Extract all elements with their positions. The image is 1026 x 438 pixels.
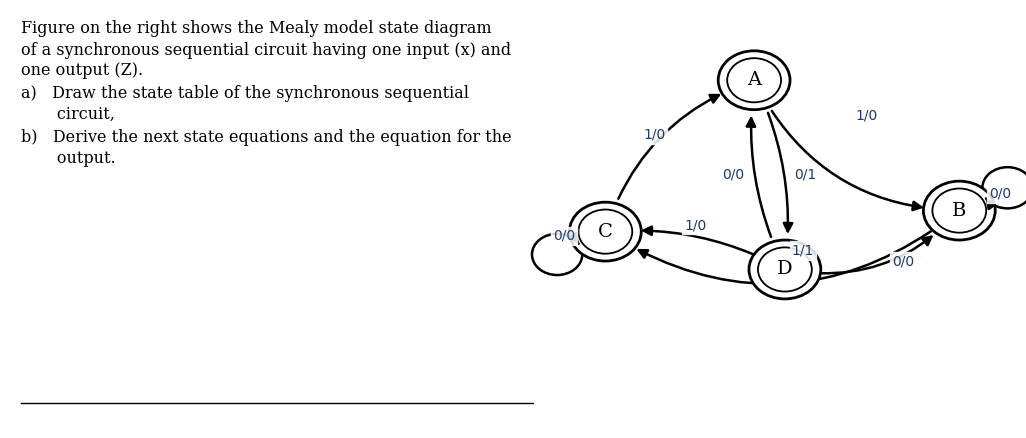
FancyArrowPatch shape	[643, 226, 753, 254]
Text: 0/0: 0/0	[989, 187, 1012, 201]
FancyArrowPatch shape	[619, 95, 719, 199]
Text: output.: output.	[22, 150, 116, 167]
Text: Figure on the right shows the Mealy model state diagram: Figure on the right shows the Mealy mode…	[22, 20, 491, 37]
Circle shape	[569, 202, 641, 261]
Text: 1/0: 1/0	[684, 218, 706, 232]
Text: one output (Z).: one output (Z).	[22, 62, 144, 79]
Text: a)   Draw the state table of the synchronous sequential: a) Draw the state table of the synchrono…	[22, 85, 469, 102]
Text: D: D	[777, 261, 793, 279]
Circle shape	[718, 51, 790, 110]
Text: circuit,: circuit,	[22, 106, 115, 123]
Text: 0/0: 0/0	[892, 254, 914, 268]
Text: 1/0: 1/0	[856, 109, 878, 123]
Circle shape	[923, 181, 995, 240]
Text: 0/1: 0/1	[794, 168, 817, 182]
Circle shape	[749, 240, 821, 299]
Text: C: C	[598, 223, 613, 240]
Text: 0/0: 0/0	[553, 229, 576, 243]
FancyArrowPatch shape	[639, 231, 931, 284]
Text: 1/1: 1/1	[792, 244, 814, 258]
FancyArrowPatch shape	[820, 237, 932, 273]
Text: A: A	[747, 71, 761, 89]
Text: 0/0: 0/0	[722, 168, 745, 182]
FancyArrowPatch shape	[772, 111, 921, 210]
Text: B: B	[952, 201, 966, 219]
Text: of a synchronous sequential circuit having one input (x) and: of a synchronous sequential circuit havi…	[22, 42, 512, 59]
FancyArrowPatch shape	[747, 118, 771, 237]
Text: b)   Derive the next state equations and the equation for the: b) Derive the next state equations and t…	[22, 129, 512, 146]
FancyArrowPatch shape	[768, 113, 792, 231]
Text: 1/0: 1/0	[643, 128, 665, 142]
